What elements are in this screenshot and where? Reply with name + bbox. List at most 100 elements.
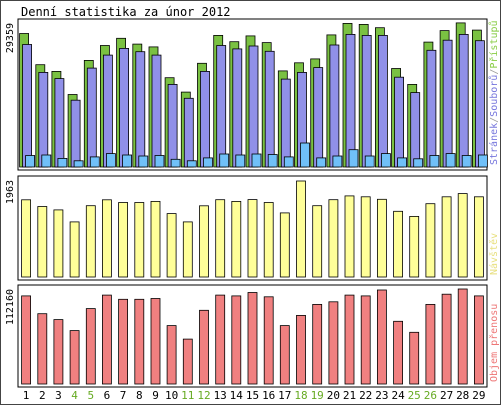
x-tick-label: 11 (181, 389, 194, 402)
bar-files (248, 45, 259, 168)
bar-files (377, 35, 388, 168)
bar-files (394, 76, 405, 168)
x-tick-label: 15 (246, 389, 259, 402)
x-tick-label: 13 (214, 389, 227, 402)
bar-traffic (279, 325, 290, 385)
x-tick-label: 28 (456, 389, 469, 402)
x-tick-label: 23 (375, 389, 388, 402)
bar-pages (41, 154, 52, 168)
bar-visits (279, 212, 290, 278)
bar-visits (134, 202, 145, 278)
legend: Stránek/Souborů/Přístupů (488, 20, 500, 165)
legend-entry: Návštěv (488, 233, 500, 275)
bar-visits (312, 205, 323, 278)
bar-pages (397, 157, 408, 168)
bar-visits (37, 206, 48, 278)
bar-traffic (102, 294, 112, 385)
bar-visits (85, 205, 96, 278)
x-tick-label: 2 (39, 389, 46, 402)
bar-pages (413, 158, 424, 168)
x-tick-label: 3 (55, 389, 62, 402)
chart-panel-3: 112160 Objem přenosu (5, 284, 500, 388)
legend: Objem přenosu (488, 304, 500, 382)
bar-visits (21, 199, 32, 278)
bar-traffic (231, 295, 242, 385)
bar-files (264, 50, 275, 168)
bar-pages (25, 155, 36, 168)
bar-pages (89, 156, 100, 168)
y-max-label: 1963 (5, 180, 16, 204)
legend-entry: Stránek (488, 123, 500, 165)
bar-files (103, 54, 113, 168)
x-tick-label: 9 (152, 389, 159, 402)
x-tick-label: 14 (230, 389, 244, 402)
bar-visits (215, 199, 226, 278)
bar-files (232, 48, 243, 168)
bar-files (426, 49, 437, 168)
bar-pages (154, 155, 165, 168)
bar-traffic (166, 325, 177, 385)
x-tick-label: 18 (294, 389, 307, 402)
bar-pages (267, 154, 278, 168)
bar-files (22, 44, 33, 168)
bar-traffic (376, 289, 387, 385)
bar-traffic (247, 292, 258, 385)
bar-pages (170, 158, 181, 168)
chart-title: Denní statistika za únor 2012 (21, 5, 231, 19)
bar-pages (283, 156, 294, 168)
bar-files (54, 78, 65, 168)
bar-traffic (134, 298, 145, 385)
bar-traffic (69, 330, 80, 385)
x-tick-label: 5 (87, 389, 94, 402)
x-tick-label: 19 (311, 389, 324, 402)
x-tick-label: 12 (197, 389, 210, 402)
bar-files (151, 54, 162, 168)
bar-pages (477, 154, 488, 168)
bar-visits (231, 200, 242, 278)
bar-files (345, 34, 356, 168)
bar-pages (186, 160, 197, 168)
x-tick-label: 16 (262, 389, 275, 402)
bar-visits (182, 221, 193, 278)
x-tick-label: 6 (104, 389, 111, 402)
bar-traffic (150, 298, 161, 385)
bar-files (410, 92, 421, 168)
bar-pages (73, 160, 84, 168)
bar-pages (300, 142, 310, 168)
bar-traffic (53, 319, 64, 385)
x-tick-label: 29 (472, 389, 485, 402)
bar-visits (409, 215, 420, 278)
bar-pages (235, 154, 246, 168)
bar-pages (122, 154, 132, 168)
bar-visits (376, 198, 387, 278)
bar-files (119, 48, 129, 168)
bar-traffic (199, 309, 209, 385)
bar-visits (102, 199, 112, 278)
bar-visits (425, 203, 436, 278)
bar-files (280, 78, 291, 168)
x-tick-label: 4 (71, 389, 78, 402)
bar-visits (360, 196, 371, 278)
x-tick-label: 20 (327, 389, 340, 402)
bar-files (458, 34, 469, 168)
bar-traffic (85, 308, 96, 385)
bar-visits (247, 199, 258, 278)
x-tick-label: 8 (136, 389, 143, 402)
x-tick-label: 21 (343, 389, 356, 402)
x-tick-label: 25 (408, 389, 421, 402)
bar-traffic (296, 314, 306, 385)
bar-files (442, 39, 453, 168)
x-tick-label: 7 (120, 389, 127, 402)
bar-pages (203, 157, 213, 168)
bar-pages (348, 149, 359, 168)
bar-visits (441, 196, 452, 278)
bar-visits (199, 205, 209, 278)
bar-visits (344, 195, 355, 278)
bar-traffic (263, 296, 274, 385)
bar-traffic (441, 293, 452, 385)
bar-pages (461, 155, 472, 168)
bar-traffic (312, 303, 323, 385)
legend-entry: / (489, 117, 500, 123)
